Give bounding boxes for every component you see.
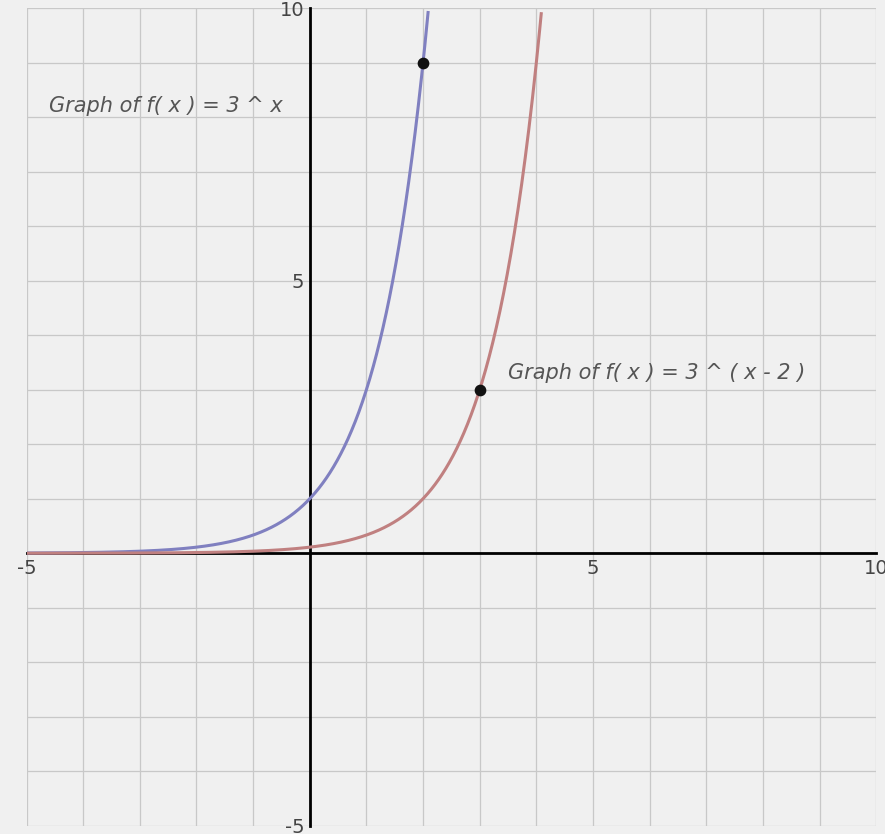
Point [473,383,487,396]
Point [416,56,430,69]
Text: Graph of f( x ) = 3 ^ ( x - 2 ): Graph of f( x ) = 3 ^ ( x - 2 ) [508,364,805,384]
Text: Graph of f( x ) = 3 ^ x: Graph of f( x ) = 3 ^ x [50,97,283,117]
